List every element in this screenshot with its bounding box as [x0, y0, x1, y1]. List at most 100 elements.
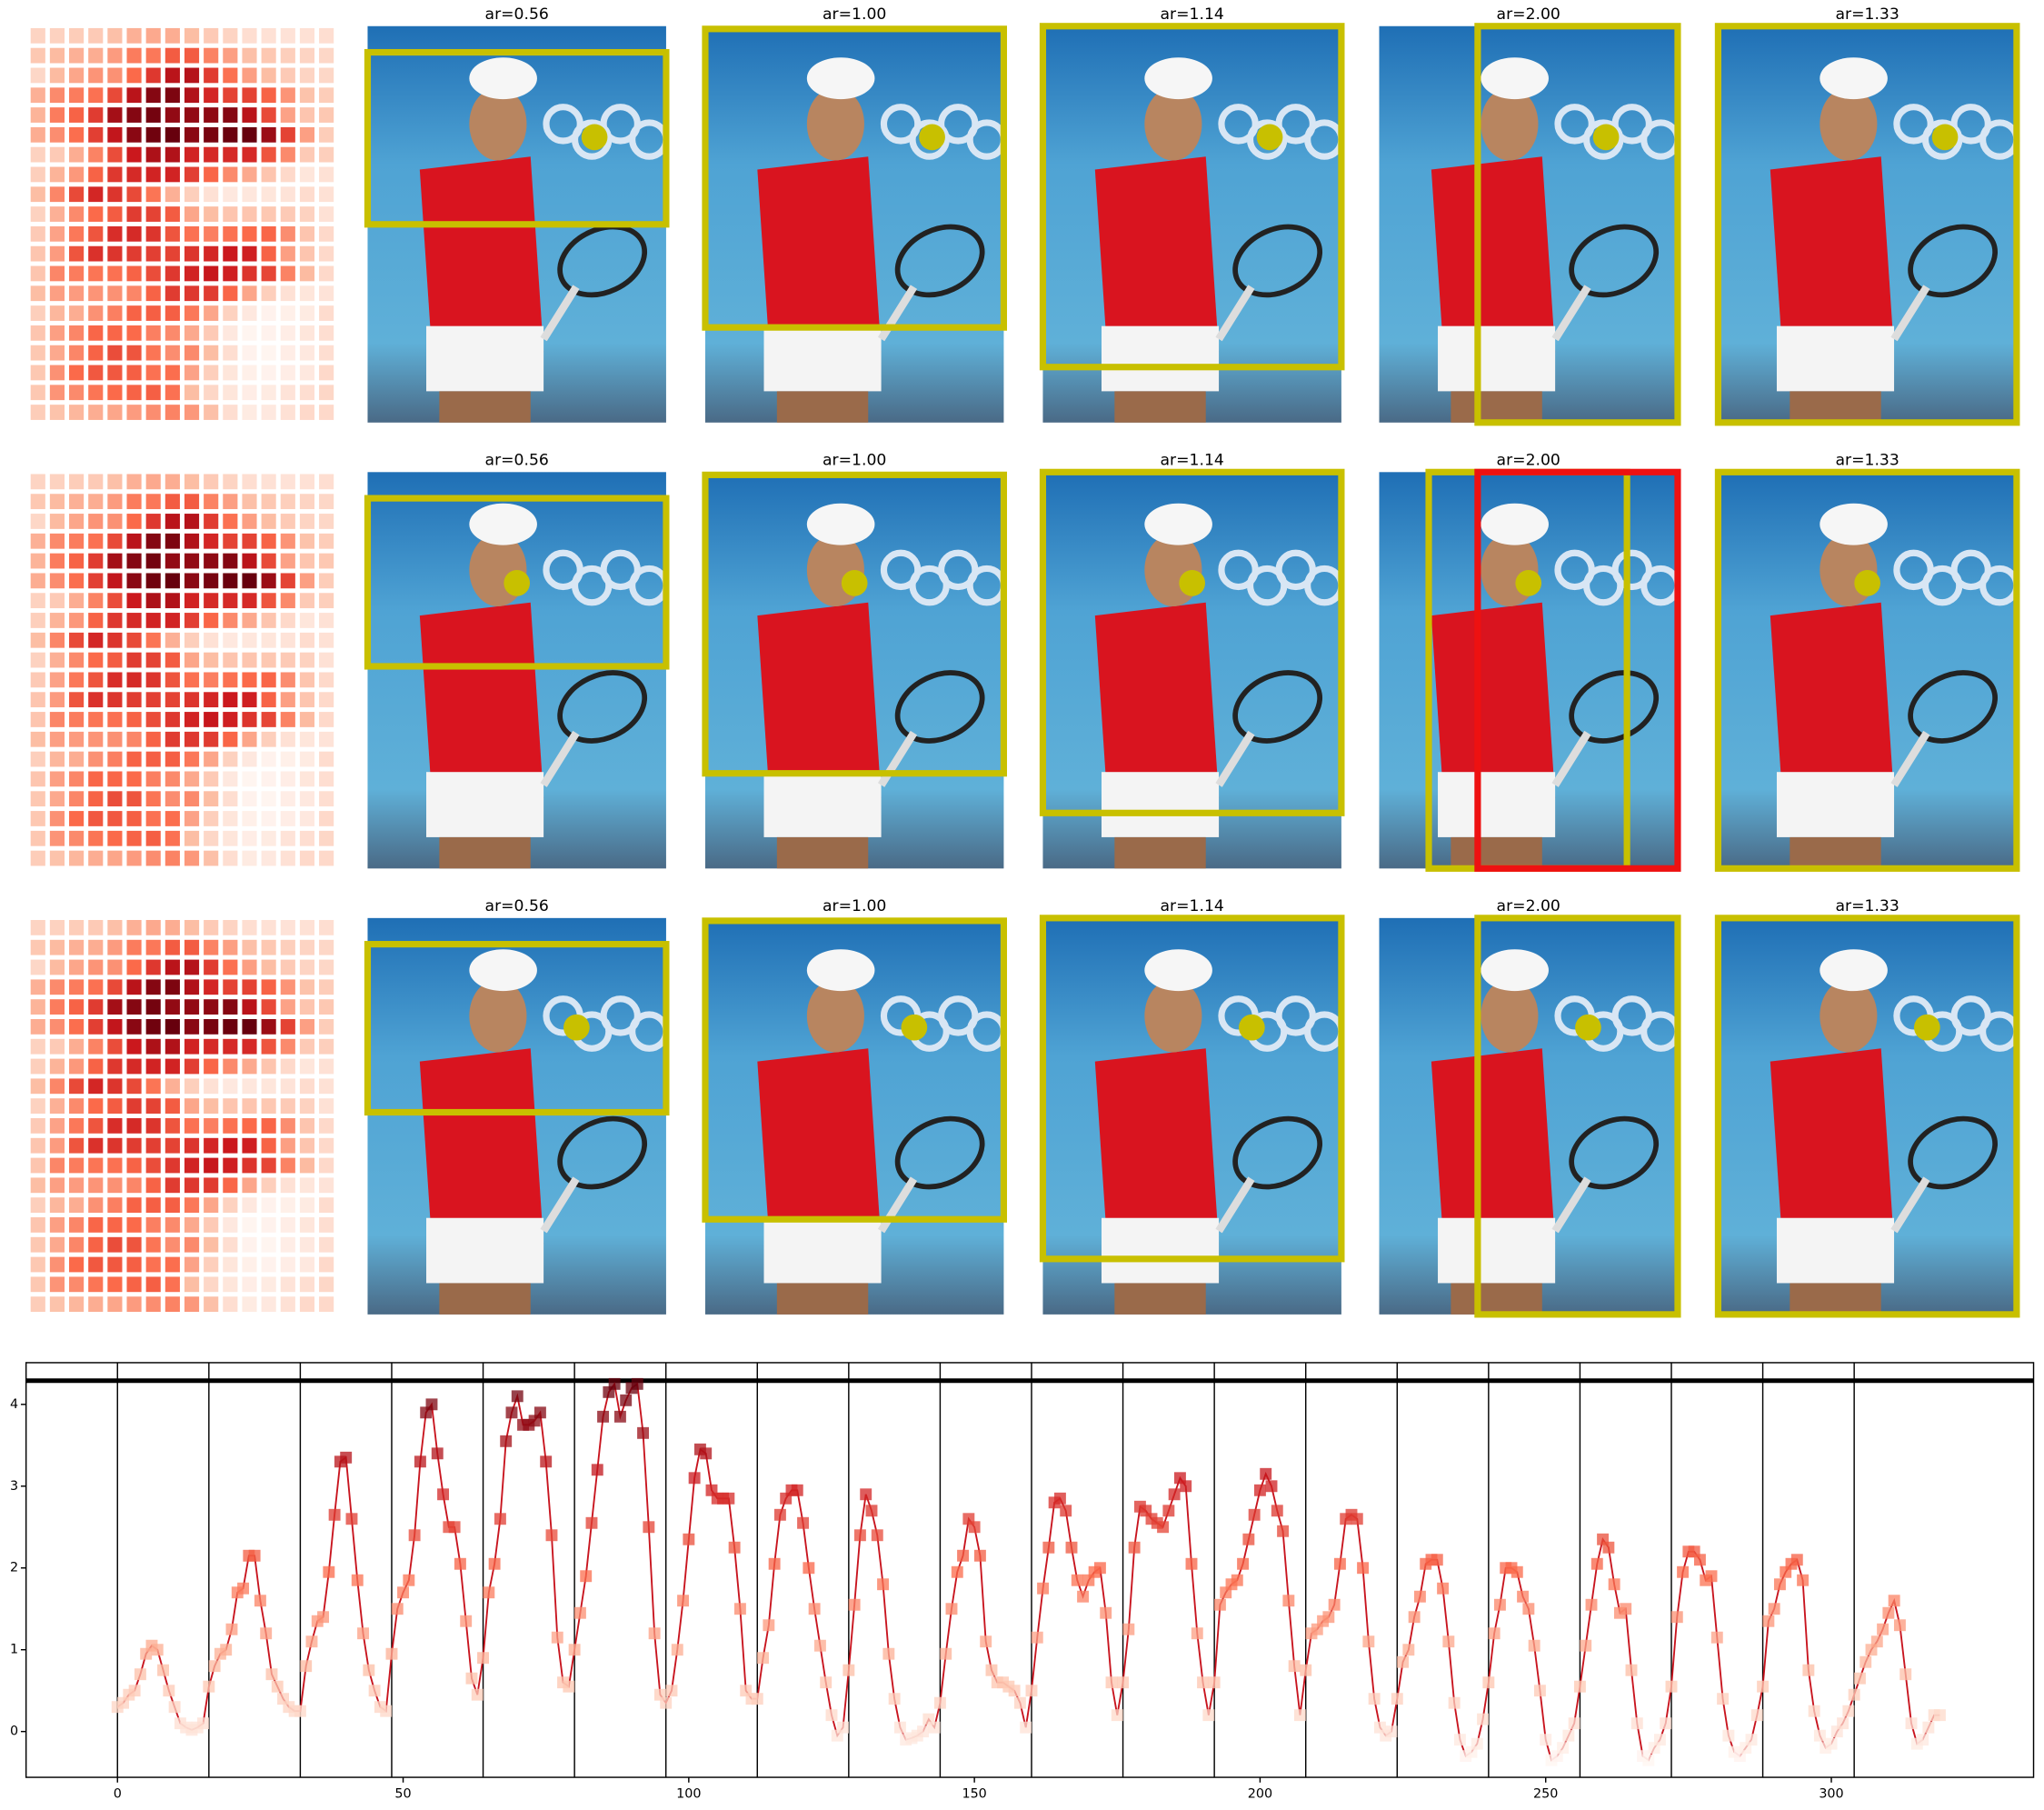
- heatmap-cell: [30, 553, 45, 569]
- heatmap-cell: [280, 514, 295, 529]
- heatmap-cell: [223, 533, 238, 549]
- heatmap-cell: [69, 1256, 85, 1273]
- heatmap-cell: [242, 553, 257, 569]
- heatmap-cell: [88, 1177, 104, 1194]
- marker: [1231, 1574, 1243, 1586]
- heatmap-cell: [69, 999, 85, 1015]
- heatmap-cell: [165, 791, 180, 807]
- heatmap-cell: [204, 87, 219, 104]
- heatmap-cell: [184, 67, 200, 84]
- heatmap-cell: [49, 1177, 65, 1194]
- heatmap-cell: [126, 573, 142, 589]
- focus-dot: [1256, 124, 1283, 151]
- heatmap-cell: [107, 1197, 123, 1213]
- heatmap-cell: [145, 1296, 161, 1313]
- heatmap-cell: [261, 1296, 276, 1313]
- heatmap-cell: [223, 1157, 238, 1174]
- heatmap-cell: [126, 1098, 142, 1114]
- heatmap-cell: [145, 1177, 161, 1194]
- heatmap-cell: [204, 751, 219, 767]
- heatmap-cell: [280, 1197, 295, 1213]
- heatmap-cell: [261, 385, 276, 401]
- heatmap-cell: [30, 919, 45, 935]
- marker: [265, 1668, 278, 1681]
- marker: [683, 1533, 695, 1545]
- player-legs: [1114, 836, 1206, 869]
- focus-dot: [1515, 570, 1542, 596]
- heatmap-cell: [107, 47, 123, 64]
- heatmap-cell: [69, 712, 85, 727]
- heatmap-cell: [223, 1137, 238, 1154]
- heatmap-cell: [69, 1118, 85, 1134]
- heatmap-cell: [107, 1236, 123, 1253]
- heatmap-cell: [261, 1118, 276, 1134]
- heatmap-cell: [204, 771, 219, 787]
- heatmap-cell: [280, 1078, 295, 1095]
- heatmap-cell: [69, 146, 85, 163]
- heatmap-cell: [319, 166, 334, 183]
- heatmap-cell: [184, 553, 200, 569]
- heatmap-cell: [223, 186, 238, 203]
- heatmap-cell: [319, 47, 334, 64]
- heatmap-cell: [184, 126, 200, 143]
- marker: [157, 1664, 170, 1676]
- heatmap-cell: [165, 126, 180, 143]
- marker: [1453, 1734, 1466, 1746]
- marker: [631, 1377, 643, 1390]
- heatmap-cell: [69, 345, 85, 361]
- heatmap-cell: [204, 1197, 219, 1213]
- heatmap-cell: [69, 1177, 85, 1194]
- heatmap-cell: [165, 1256, 180, 1273]
- crop-box-alt: [1474, 468, 1681, 872]
- heatmap-cell: [145, 494, 161, 510]
- heatmap-cell: [184, 771, 200, 787]
- heatmap-cell: [204, 1276, 219, 1293]
- heatmap-cell: [204, 553, 219, 569]
- heatmap-cell: [107, 830, 123, 846]
- heatmap-cell: [145, 474, 161, 490]
- heatmap-cell: [69, 850, 85, 866]
- heatmap-cell: [280, 405, 295, 420]
- heatmap-cell: [88, 533, 104, 549]
- heatmap-cell: [145, 1058, 161, 1075]
- heatmap-cell: [165, 345, 180, 361]
- heatmap-cell: [223, 1296, 238, 1313]
- player-cap: [806, 949, 875, 992]
- heatmap-cell: [280, 1276, 295, 1293]
- heatmap-cell: [126, 1019, 142, 1035]
- heatmap-cell: [107, 87, 123, 104]
- player-cap: [469, 949, 537, 992]
- heatmap-cell: [107, 1137, 123, 1154]
- heatmap-cell: [88, 494, 104, 510]
- player-shorts: [1776, 325, 1895, 392]
- heatmap-cell: [280, 1137, 295, 1154]
- heatmap-cell: [165, 692, 180, 708]
- heatmap-cell: [280, 979, 295, 995]
- marker: [688, 1472, 701, 1485]
- heatmap-cell: [69, 751, 85, 767]
- heatmap-cell: [184, 146, 200, 163]
- player-legs: [776, 836, 869, 869]
- heatmap-cell: [145, 225, 161, 242]
- marker: [848, 1598, 861, 1611]
- heatmap-cell: [280, 811, 295, 826]
- heatmap-cell: [49, 919, 65, 935]
- heatmap-cell: [223, 474, 238, 490]
- heatmap-cell: [107, 791, 123, 807]
- racket: [1569, 224, 1660, 298]
- heatmap-cell: [126, 245, 142, 262]
- heatmap-cell: [126, 1197, 142, 1213]
- marker: [1437, 1582, 1450, 1595]
- heatmap-cell: [319, 385, 334, 401]
- racket: [1232, 1115, 1323, 1190]
- heatmap-cell: [49, 553, 65, 569]
- heatmap-cell: [88, 206, 104, 222]
- heatmap-cell: [165, 186, 180, 203]
- marker: [637, 1426, 650, 1439]
- heatmap-cell: [30, 533, 45, 549]
- marker: [728, 1541, 741, 1554]
- marker: [1100, 1606, 1112, 1619]
- player-cap: [1144, 949, 1212, 992]
- heatmap-cell: [88, 265, 104, 282]
- heatmap-cell: [261, 593, 276, 609]
